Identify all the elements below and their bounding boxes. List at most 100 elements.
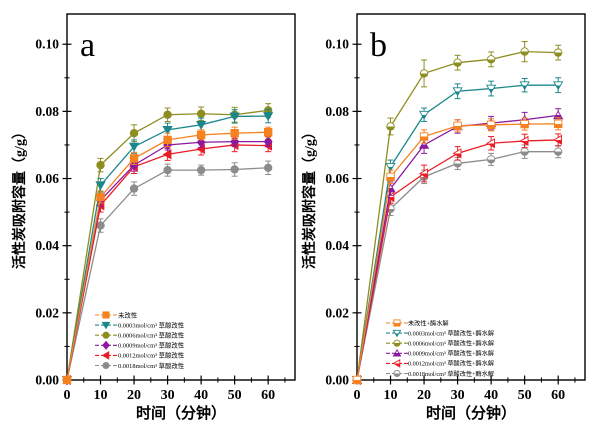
square-marker: [520, 119, 529, 129]
circle-marker: [553, 147, 563, 156]
legend-item: 未改性+酶水解: [386, 319, 449, 327]
y-tick-label: 0.02: [35, 305, 59, 320]
x-tick-label: 40: [484, 388, 498, 403]
legend-label: 0.0006mol/cm³ 草酸改性+酶水解: [408, 340, 494, 348]
square-marker: [263, 127, 273, 137]
triangle-left-marker: [162, 149, 172, 160]
circle-marker: [386, 122, 395, 131]
x-axis: 0 10 20 30 40 50 60 时间（分钟）: [64, 375, 286, 422]
y-tick-label: 0.06: [325, 171, 349, 186]
y-tick-label: 0.02: [325, 305, 349, 320]
square-marker: [129, 154, 139, 163]
triangle-left-marker: [392, 359, 401, 368]
axes-frame: [66, 13, 296, 381]
legend-item: 0.0012mol/cm³ 草酸改性: [95, 351, 185, 360]
triangle-down-marker: [162, 126, 173, 135]
square-marker: [96, 192, 105, 202]
triangle-left-marker: [452, 148, 462, 159]
square-marker: [393, 319, 401, 327]
x-tick-label: 30: [161, 388, 175, 403]
x-axis: 0 10 20 30 40 50 60 时间（分钟）: [354, 375, 576, 422]
square-marker: [102, 311, 110, 319]
x-tick-label: 10: [94, 388, 108, 403]
legend-item: 0.0018mol/cm³ 草酸改性: [95, 361, 185, 370]
y-tick-label: 0.10: [35, 37, 59, 52]
circle-marker: [553, 48, 563, 57]
circle-marker: [96, 160, 105, 170]
triangle-down-marker: [229, 112, 240, 122]
square-marker: [196, 130, 206, 140]
triangle-left-marker: [486, 138, 495, 149]
x-axis-title: 时间（分钟）: [426, 404, 516, 422]
triangle-down-marker: [519, 81, 530, 91]
triangle-down-marker: [263, 112, 274, 122]
triangle-down-marker: [95, 181, 106, 191]
legend-item: 0.0003mol/cm³ 草酸改性: [95, 320, 185, 330]
square-marker: [62, 375, 72, 385]
panel-letter: b: [370, 27, 387, 64]
x-axis-title: 时间（分钟）: [136, 404, 226, 422]
triangle-left-marker: [419, 168, 428, 179]
series-3: [352, 41, 563, 385]
triangle-down-marker: [128, 142, 140, 152]
legend-item: 0.0006mol/cm³ 草酸改性+酶水解: [386, 340, 494, 348]
circle-marker: [230, 165, 239, 174]
circle-marker: [102, 331, 110, 339]
x-tick-label: 20: [417, 388, 431, 403]
triangle-down-marker: [452, 87, 463, 97]
legend: 未改性+酶水解 0.0003mol/cm³ 草酸改性+酶水解 0.0006mol/c…: [386, 319, 494, 378]
circle-marker: [520, 147, 529, 156]
y-tick-label: 0.00: [35, 373, 59, 388]
legend-label: 0.0018mol/cm³ 草酸改性+酶水解: [408, 370, 494, 378]
triangle-down-marker: [195, 120, 207, 130]
triangle-down-marker: [485, 84, 497, 94]
series-1: [352, 117, 563, 385]
y-tick-label: 0.06: [35, 171, 59, 186]
circle-marker: [486, 155, 496, 164]
series-6: [62, 160, 273, 385]
triangle-down-marker: [553, 81, 564, 91]
circle-marker: [129, 184, 139, 193]
legend-item: 0.0003mol/cm³ 草酸改性+酶水解: [386, 329, 494, 338]
circle-marker: [163, 165, 172, 175]
axes-frame: [356, 13, 586, 381]
y-tick-label: 0.04: [35, 238, 59, 253]
legend-label: 0.0003mol/cm³ 草酸改性+酶水解: [408, 329, 494, 337]
square-marker: [230, 129, 239, 138]
circle-marker: [196, 109, 206, 118]
y-tick-label: 0.00: [325, 373, 349, 388]
triangle-left-marker: [553, 134, 563, 146]
legend-label: 0.0009mol/cm³ 草酸改性+酶水解: [408, 350, 494, 358]
circle-marker: [453, 159, 462, 168]
y-tick-label: 0.04: [325, 238, 349, 253]
diamond-marker: [129, 159, 139, 171]
triangle-down-marker: [418, 110, 430, 120]
triangle-down-marker: [385, 162, 396, 172]
square-marker: [553, 119, 563, 129]
panel-a: 0 10 20 30 40 50 60时间（分钟）0.000.020.040.060.080…: [11, 13, 296, 422]
legend-item: 0.0018mol/cm³ 草酸改性+酶水解: [386, 370, 494, 378]
legend-item: 0.0012mol/cm³ 草酸改性+酶水解: [386, 359, 494, 368]
triangle-left-marker: [101, 351, 110, 360]
legend-item: 未改性: [95, 310, 138, 319]
circle-marker: [520, 47, 529, 56]
square-marker: [486, 120, 496, 130]
circle-marker: [453, 58, 462, 67]
triangle-down-marker: [101, 321, 111, 330]
diamond-marker: [263, 136, 273, 147]
y-axis: 0.00 0.02 0.04 0.06 0.08 0.10 活性炭吸附容量（g/g）: [301, 37, 362, 388]
circle-marker: [196, 165, 206, 175]
legend-label: 0.0003mol/cm³ 草酸改性: [118, 320, 185, 329]
y-tick-label: 0.10: [325, 37, 349, 52]
triangle-down-marker: [392, 329, 402, 338]
square-marker: [352, 375, 362, 385]
x-tick-label: 0: [64, 388, 71, 403]
legend-item: 0.0006mol/cm³ 草酸改性: [95, 331, 185, 340]
legend-label: 0.0009mol/cm³ 草酸改性: [118, 341, 185, 350]
x-tick-label: 20: [127, 388, 141, 403]
legend-label: 未改性+酶水解: [408, 319, 449, 327]
panel-letter: a: [80, 27, 95, 64]
square-marker: [163, 135, 172, 145]
